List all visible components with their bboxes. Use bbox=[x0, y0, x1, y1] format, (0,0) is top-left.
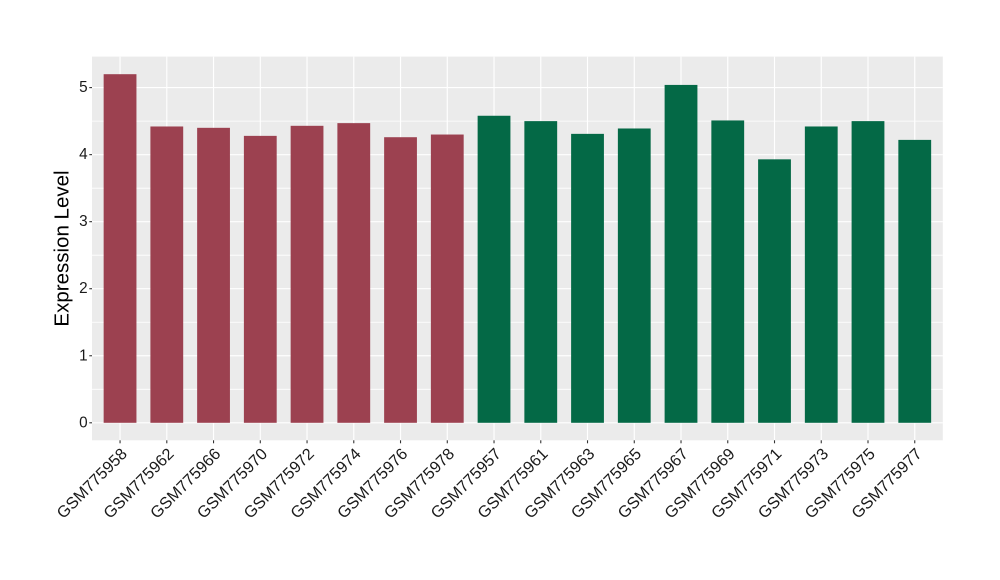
svg-text:4: 4 bbox=[79, 146, 88, 163]
svg-text:0: 0 bbox=[79, 414, 88, 431]
svg-text:5: 5 bbox=[79, 79, 88, 96]
svg-text:2: 2 bbox=[79, 280, 88, 297]
svg-text:Expression Level: Expression Level bbox=[51, 170, 74, 326]
svg-text:3: 3 bbox=[79, 213, 88, 230]
svg-text:1: 1 bbox=[79, 347, 88, 364]
